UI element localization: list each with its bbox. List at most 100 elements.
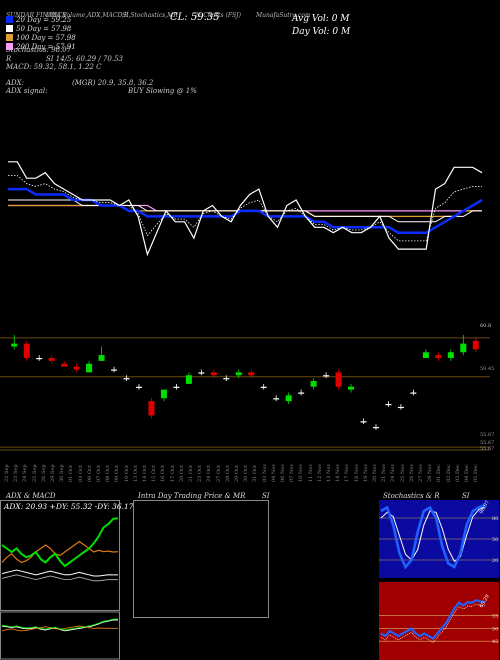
price-axis-label: 59.45 [480, 366, 495, 372]
candle-body [123, 378, 130, 380]
legend-entry: 200 Day = 57.91 [6, 43, 76, 51]
candle-body [385, 404, 392, 406]
date-label: 27 Nov [418, 463, 424, 482]
candle-body [61, 363, 68, 367]
legend-label: 100 Day = 57.98 [16, 34, 76, 42]
date-label: 23 Sep [13, 464, 20, 482]
intraday-box [133, 500, 269, 618]
plus-di-line [1, 517, 119, 568]
candle-body [422, 352, 429, 358]
stoch-k-line [380, 504, 486, 570]
close-line [8, 161, 483, 257]
day-volume: Day Vol: 0 M [292, 27, 351, 37]
minus-di-line [1, 540, 119, 564]
date-label: 20 Oct [178, 465, 185, 482]
date-label: 14 Oct [142, 465, 148, 482]
date-label: 25 Sep [31, 464, 38, 482]
date-label: 15 Oct [151, 465, 158, 482]
date-label: 23 Oct [197, 465, 204, 482]
avg-volume: Avg Vol: 0 M [292, 14, 350, 24]
price-axis-label: 60.8 [480, 323, 492, 329]
stoch-level-label: 20 [492, 558, 498, 564]
candle-body [86, 363, 93, 373]
rsi-line [380, 599, 486, 641]
candle-body [73, 366, 80, 370]
date-label: 09 Oct [114, 465, 121, 482]
candle-body [111, 369, 118, 371]
intra-panel-si: SI [262, 492, 270, 500]
header-title-2: EMA,Volume,ADX,MACD,R [46, 12, 129, 19]
rsi-signal-line [380, 603, 486, 643]
intraday-panel [133, 500, 269, 618]
candle-body [185, 375, 192, 384]
date-label: 08 Oct [105, 465, 112, 482]
candle-body [160, 389, 167, 399]
legend-label: 50 Day = 57.98 [16, 25, 72, 33]
date-label: 31 Oct [252, 465, 259, 482]
stoch-panel-title: Stochastics & R [383, 492, 440, 500]
stoch-panel-si: SI [462, 492, 470, 500]
date-label: 19 Nov [362, 463, 369, 482]
candle-body [11, 343, 18, 347]
adx-label: ADX: [6, 79, 25, 87]
legend-swatch [6, 16, 13, 23]
stoch-level-label: 50 [492, 537, 498, 543]
date-label: 12 Nov [316, 463, 323, 482]
stoch-level-label: 80 [492, 516, 498, 522]
date-label: 01 Dec [436, 464, 443, 482]
date-label: 30 Sep [59, 464, 66, 482]
legend-entry: 20 Day = 59.25 [6, 16, 71, 24]
intra-panel-title: Intra Day Trading Price & MR [138, 492, 246, 500]
date-label: 21 Nov [381, 463, 388, 482]
adx-line [1, 569, 118, 577]
date-label: 07 Nov [289, 463, 296, 482]
date-label: 16 Oct [160, 465, 167, 482]
candle-body [173, 386, 180, 388]
rsi-level-label: 45 [492, 639, 498, 645]
date-label: 24 Sep [22, 464, 29, 482]
date-label: 03 Dec [454, 464, 461, 482]
candle-body [360, 421, 367, 423]
candle-body [348, 386, 355, 390]
rsi-level-label: 55 [492, 614, 498, 620]
candle-body [23, 343, 30, 358]
date-label: 04 Dec [464, 464, 470, 482]
signal-line [8, 175, 482, 242]
date-label: 06 Nov [280, 463, 286, 482]
legend-swatch [6, 43, 13, 50]
adx-panel [0, 500, 120, 660]
date-label: 25 Nov [399, 463, 406, 482]
date-label: 03 Nov [261, 463, 268, 482]
legend-entry: 50 Day = 57.98 [6, 25, 71, 33]
candle-body [310, 381, 317, 387]
header-title-5: MunafaSutra.com [256, 12, 311, 19]
candle-body [410, 392, 417, 394]
candle-body [223, 378, 230, 380]
date-label: 18 Nov [353, 463, 360, 482]
adx-signal-label: ADX signal: [6, 87, 48, 95]
date-label: 20 Nov [372, 463, 378, 482]
date-label: 24 Nov [390, 463, 397, 482]
candle-body [273, 398, 280, 400]
candle-body [248, 372, 255, 376]
date-label: 29 Sep [50, 464, 56, 482]
legend-label: 200 Day = 57.91 [16, 43, 76, 51]
legend-entry: 100 Day = 57.98 [6, 34, 76, 42]
date-label: 29 Oct [234, 465, 240, 482]
date-label: 26 Nov [408, 463, 415, 482]
date-label: 28 Oct [224, 465, 231, 482]
candle-body [235, 372, 242, 376]
candle-body [460, 343, 467, 353]
header-title-1: SUNDAR FINANCE [6, 12, 67, 19]
date-label: 01 Oct [68, 465, 75, 482]
date-label: 17 Nov [344, 463, 351, 482]
adx-panel-title: ADX & MACD [6, 492, 56, 500]
ema-chart [0, 161, 490, 451]
date-label: 13 Oct [132, 465, 139, 482]
candle-body [260, 386, 267, 388]
date-label: 06 Oct [86, 465, 93, 482]
adx-panel-text: ADX: 20.93 +DY: 55.32 -DY: 36.17 [4, 502, 134, 511]
rsi-prefix: R [6, 55, 12, 63]
